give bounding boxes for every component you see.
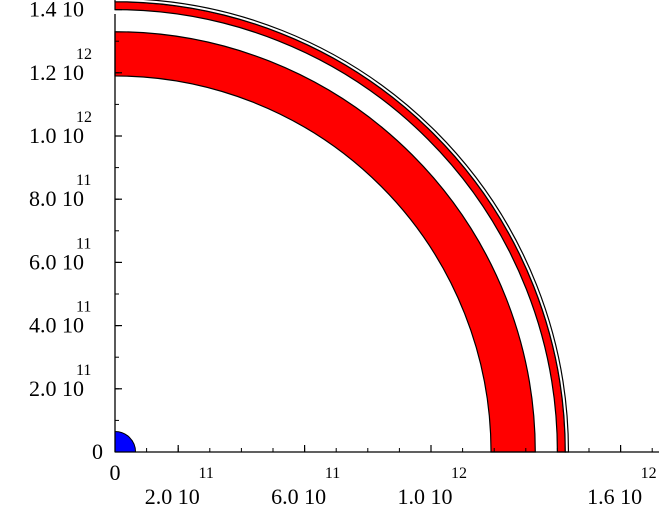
x-tick-exponent: 11 — [198, 465, 213, 482]
y-tick-label: 6.0 10 — [29, 249, 84, 274]
y-tick-label: 0 — [92, 439, 103, 464]
x-tick-exponent: 12 — [451, 465, 467, 482]
axes-layer — [114, 14, 659, 453]
y-tick-exponent: 11 — [76, 362, 91, 379]
x-tick-label: 2.0 10 — [145, 484, 200, 509]
region-quarter-ring-1 — [114, 31, 536, 453]
y-tick-exponent: 12 — [76, 46, 92, 63]
y-tick-label: 8.0 10 — [29, 186, 84, 211]
x-tick-exponent: 11 — [325, 465, 340, 482]
x-tick-exponent: 12 — [641, 465, 657, 482]
region-quarter-disk — [114, 430, 137, 453]
x-tick-label: 0 — [110, 460, 121, 485]
x-tick-label: 6.0 10 — [271, 484, 326, 509]
y-tick-label: 1.2 10 — [29, 60, 84, 85]
y-tick-exponent: 11 — [76, 299, 91, 316]
x-tick-label: 1.6 10 — [587, 484, 642, 509]
y-tick-label: 1.4 10 — [29, 0, 84, 22]
y-tick-exponent: 11 — [76, 172, 91, 189]
x-tick-label: 1.0 10 — [398, 484, 453, 509]
regions-layer — [114, 0, 570, 453]
y-tick-label: 4.0 10 — [29, 313, 84, 338]
y-tick-label: 1.0 10 — [29, 123, 84, 148]
y-tick-exponent: 12 — [76, 109, 92, 126]
region-quarter-ring-3 — [114, 0, 570, 453]
y-tick-label: 2.0 10 — [29, 376, 84, 401]
y-tick-exponent: 11 — [76, 235, 91, 252]
